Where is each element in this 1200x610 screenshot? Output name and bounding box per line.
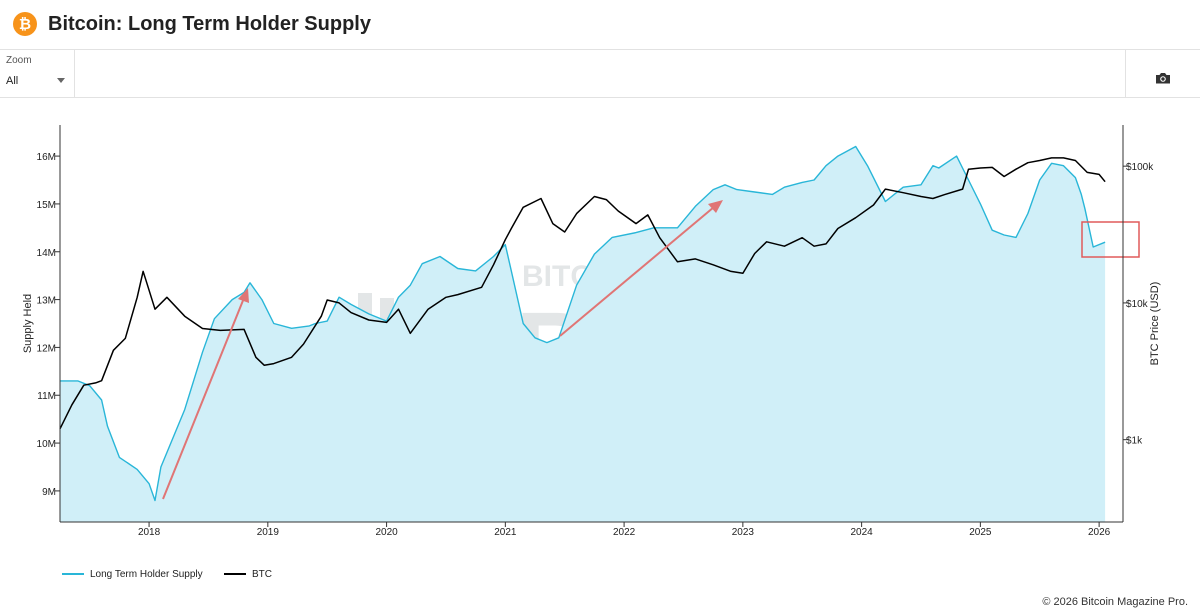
legend-swatch <box>62 573 84 576</box>
page-title: Bitcoin: Long Term Holder Supply <box>48 13 371 35</box>
legend-swatch <box>224 573 246 576</box>
x-tick-label: 2018 <box>138 527 161 538</box>
ltr-supply-area <box>60 146 1106 522</box>
chevron-down-icon <box>57 78 65 83</box>
header: ₿ Bitcoin: Long Term Holder Supply <box>0 0 1200 50</box>
zoom-value: All <box>6 75 19 87</box>
x-tick-label: 2022 <box>613 527 636 538</box>
trend-arrow-1 <box>162 288 249 500</box>
x-tick-label: 2023 <box>732 527 755 538</box>
copyright: © 2026 Bitcoin Magazine Pro. <box>1042 596 1188 608</box>
legend-label: BTC <box>252 569 272 580</box>
y-right-tick-label: $100k <box>1126 162 1154 173</box>
x-tick-label: 2019 <box>257 527 280 538</box>
ltr-supply-line <box>60 145 1106 502</box>
x-tick-label: 2021 <box>494 527 517 538</box>
x-tick-label: 2026 <box>1088 527 1111 538</box>
y-left-tick-label: 10M <box>37 439 56 450</box>
chart: BITCOIN MAGAZINE PRO 2018201920202021202… <box>22 125 1161 538</box>
y-left-tick-label: 16M <box>37 152 56 163</box>
y-left-tick-label: 9M <box>42 487 56 498</box>
y-left-tick-label: 11M <box>37 391 56 402</box>
x-tick-label: 2024 <box>850 527 873 538</box>
legend-label: Long Term Holder Supply <box>90 569 203 580</box>
x-tick-label: 2025 <box>969 527 992 538</box>
annotations <box>162 200 1140 500</box>
legend-item-btc[interactable]: BTC <box>224 569 272 580</box>
y-axis-right-label: BTC Price (USD) <box>1149 282 1161 366</box>
y-right-tick-label: $1k <box>1126 436 1143 447</box>
trend-arrow-2 <box>559 200 723 337</box>
zoom-select[interactable]: Zoom All <box>0 50 75 97</box>
bitcoin-logo-icon: ₿ <box>13 12 37 36</box>
y-right-tick-label: $10k <box>1126 299 1149 310</box>
y-left-tick-label: 15M <box>37 200 56 211</box>
btc-price-line <box>59 157 1106 430</box>
highlight-box <box>1081 221 1140 258</box>
y-axis-left-label: Supply Held <box>22 294 34 353</box>
zoom-label: Zoom <box>6 55 32 66</box>
y-left-tick-label: 13M <box>37 296 56 307</box>
camera-icon <box>1156 73 1170 84</box>
screenshot-button[interactable] <box>1125 50 1200 97</box>
plot-area <box>59 145 1106 522</box>
legend-item-ltr-supply[interactable]: Long Term Holder Supply <box>62 569 203 580</box>
axes: 2018 2019 2020 2021 2022 2023 2024 2025 2026 9M 10… <box>22 125 1161 538</box>
x-tick-label: 2020 <box>375 527 398 538</box>
y-left-tick-label: 12M <box>37 343 56 354</box>
y-left-tick-label: 14M <box>37 248 56 259</box>
toolbar: Zoom All <box>0 50 1200 98</box>
